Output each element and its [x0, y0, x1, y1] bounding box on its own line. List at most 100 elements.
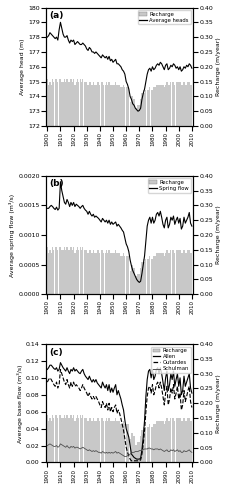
Bar [82, 415, 83, 463]
Bar [103, 421, 104, 463]
Bar [121, 256, 122, 294]
Bar [158, 84, 159, 126]
Bar [79, 415, 80, 463]
Bar [136, 444, 137, 462]
Bar [114, 418, 116, 463]
Bar [113, 253, 114, 294]
Bar [62, 82, 63, 126]
Bar [191, 84, 192, 126]
Bar [176, 418, 177, 463]
Bar [88, 82, 90, 126]
Bar [121, 88, 122, 126]
Bar [87, 421, 88, 463]
Y-axis label: Recharge (m/year): Recharge (m/year) [215, 38, 220, 96]
Bar [75, 418, 76, 463]
Bar [71, 418, 73, 463]
Bar [173, 253, 175, 294]
Bar [137, 274, 138, 294]
Bar [58, 78, 60, 126]
Bar [111, 253, 112, 294]
Bar [138, 274, 139, 294]
Bar [150, 90, 151, 126]
Bar [79, 247, 80, 294]
Bar [68, 250, 69, 294]
Bar [69, 250, 70, 294]
Bar [179, 82, 180, 126]
Bar [100, 82, 101, 126]
Bar [114, 82, 116, 126]
Bar [123, 253, 124, 294]
Bar [162, 421, 163, 463]
Bar [54, 78, 56, 126]
Bar [171, 250, 172, 294]
Bar [128, 424, 129, 463]
Bar [160, 253, 161, 294]
Bar [150, 258, 151, 294]
Bar [85, 250, 86, 294]
Bar [48, 84, 49, 126]
Text: (b): (b) [49, 180, 63, 188]
Bar [185, 253, 186, 294]
Y-axis label: Recharge (m/year): Recharge (m/year) [215, 374, 220, 432]
Bar [52, 247, 53, 294]
Bar [46, 247, 48, 294]
Bar [128, 256, 129, 294]
Bar [49, 82, 50, 126]
Bar [61, 250, 62, 294]
Bar [95, 84, 96, 126]
Bar [125, 424, 126, 463]
Bar [134, 444, 135, 462]
Bar [164, 421, 166, 463]
Bar [159, 253, 160, 294]
Bar [153, 256, 154, 294]
Bar [160, 84, 161, 126]
Bar [107, 421, 108, 463]
Bar [183, 250, 184, 294]
Bar [163, 88, 164, 126]
Bar [104, 84, 105, 126]
Bar [63, 78, 65, 126]
Bar [96, 250, 97, 294]
Text: (c): (c) [49, 348, 62, 356]
Bar [123, 84, 124, 126]
Bar [54, 247, 56, 294]
Bar [137, 442, 138, 462]
Bar [103, 84, 104, 126]
Bar [113, 84, 114, 126]
Bar [126, 424, 128, 463]
Bar [154, 256, 155, 294]
Bar [101, 418, 103, 463]
Bar [99, 421, 100, 463]
Bar [179, 250, 180, 294]
Bar [105, 418, 106, 463]
Bar [54, 415, 56, 463]
Bar [171, 418, 172, 463]
Bar [96, 82, 97, 126]
Bar [139, 436, 141, 462]
Bar [116, 253, 117, 294]
Bar [156, 421, 158, 463]
Bar [114, 250, 116, 294]
Bar [70, 415, 71, 463]
Bar [62, 418, 63, 463]
Bar [145, 90, 146, 126]
Bar [132, 96, 133, 126]
Legend: Recharge, Average heads: Recharge, Average heads [137, 10, 190, 24]
Bar [141, 262, 142, 294]
Bar [123, 421, 124, 463]
Bar [183, 82, 184, 126]
Bar [187, 418, 188, 463]
Bar [153, 88, 154, 126]
Bar [75, 82, 76, 126]
Bar [154, 424, 155, 463]
Bar [184, 84, 185, 126]
Bar [71, 250, 73, 294]
Bar [158, 253, 159, 294]
Bar [145, 427, 146, 462]
Bar [49, 250, 50, 294]
Bar [188, 418, 189, 463]
Bar [62, 250, 63, 294]
Legend: Recharge, Allen, Outardes, Schulman: Recharge, Allen, Outardes, Schulman [150, 346, 190, 373]
Bar [143, 262, 144, 294]
Bar [70, 78, 71, 126]
